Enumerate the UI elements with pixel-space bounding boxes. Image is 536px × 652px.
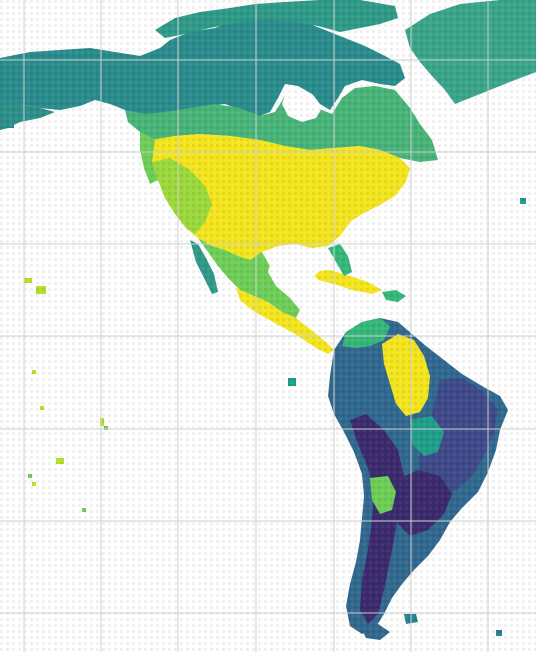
raster-texture bbox=[0, 0, 536, 652]
raster-map bbox=[0, 0, 536, 652]
graticule bbox=[0, 0, 536, 652]
map-canvas bbox=[0, 0, 536, 652]
